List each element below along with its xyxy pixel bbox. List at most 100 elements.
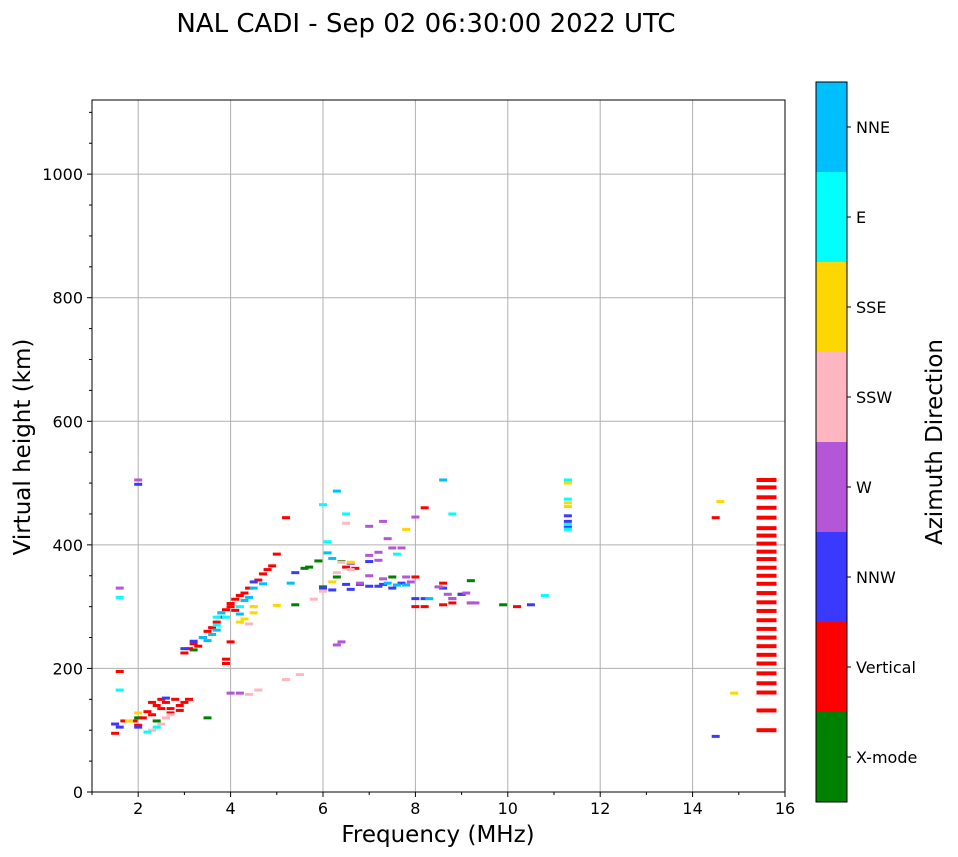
data-point [115, 586, 124, 590]
data-point [319, 589, 327, 593]
data-point [756, 573, 777, 578]
data-point [756, 565, 777, 570]
data-point [189, 648, 198, 652]
colorbar-category-label: SSE [856, 298, 886, 317]
data-point [411, 515, 420, 519]
data-point [756, 708, 777, 713]
colorbar-frame [815, 81, 848, 803]
data-point [383, 537, 392, 541]
colorbar-segment [816, 622, 847, 712]
y-tick-label: 800 [52, 289, 83, 308]
data-point [134, 725, 143, 729]
data-point [124, 719, 133, 723]
data-point [402, 527, 411, 531]
data-point [374, 550, 383, 554]
data-point [332, 575, 341, 579]
data-point [194, 644, 203, 648]
data-point [756, 618, 777, 623]
data-point [240, 591, 249, 595]
data-point [365, 524, 374, 528]
data-point [157, 707, 166, 711]
data-point [212, 623, 221, 627]
data-point [365, 584, 374, 588]
data-point [756, 505, 777, 510]
data-point [756, 690, 777, 695]
data-point [245, 595, 254, 599]
colorbar-segment [816, 352, 847, 442]
colorbar-category-label: NNW [856, 568, 896, 587]
data-point [221, 608, 230, 612]
data-point [152, 719, 161, 723]
grid-lines [92, 100, 785, 792]
data-point [161, 696, 170, 700]
data-point [716, 500, 725, 504]
data-point [180, 700, 189, 704]
chart-title: NAL CADI - Sep 02 06:30:00 2022 UTC [176, 9, 675, 39]
data-point [439, 586, 448, 590]
data-point [235, 620, 244, 624]
data-point [175, 708, 184, 712]
data-point [245, 622, 254, 626]
data-point [148, 700, 157, 704]
data-point [134, 482, 143, 486]
data-point [120, 719, 129, 723]
data-point [711, 516, 720, 520]
y-tick-label: 0 [73, 783, 83, 802]
data-point [203, 629, 212, 633]
colorbar-segment [816, 532, 847, 622]
data-point [756, 495, 777, 500]
data-point [411, 605, 420, 609]
x-tick-label: 2 [133, 799, 143, 818]
data-point [563, 522, 572, 526]
data-point [756, 591, 777, 596]
data-point [291, 571, 300, 575]
x-tick-label: 12 [590, 799, 610, 818]
data-point [756, 608, 777, 613]
data-point [448, 512, 457, 516]
data-point [208, 632, 217, 636]
data-point [499, 603, 508, 607]
data-point [171, 697, 180, 701]
data-point [305, 565, 314, 569]
data-point [563, 524, 572, 528]
data-point [226, 605, 235, 609]
data-point [198, 636, 207, 640]
data-point [282, 516, 291, 520]
data-point [365, 574, 374, 578]
data-point [180, 647, 189, 651]
data-point [346, 568, 355, 572]
data-point [448, 597, 457, 601]
data-point [231, 608, 240, 612]
data-point [443, 592, 452, 596]
data-point [756, 600, 777, 605]
data-point [420, 597, 429, 601]
data-point [180, 651, 189, 655]
data-point [185, 647, 194, 651]
data-point [152, 725, 161, 729]
data-point [563, 481, 572, 485]
data-point [189, 642, 198, 646]
colorbar-category-label: Vertical [856, 658, 916, 677]
data-point [249, 586, 258, 590]
data-point [143, 730, 152, 734]
data-point [379, 582, 388, 586]
data-point [115, 688, 124, 692]
data-point [254, 578, 263, 582]
data-point [240, 617, 249, 621]
data-point [397, 546, 406, 550]
colorbar-segment [816, 82, 847, 172]
data-point [157, 697, 166, 701]
data-point [226, 691, 235, 695]
data-point [291, 603, 300, 607]
data-point [756, 526, 777, 531]
data-point [411, 597, 420, 601]
colorbar-segment [816, 442, 847, 532]
data-point [540, 594, 549, 598]
colorbar-segment [816, 172, 847, 262]
data-point [134, 478, 143, 482]
x-tick-label: 6 [318, 799, 328, 818]
colorbar-segment [816, 262, 847, 352]
x-tick-label: 10 [498, 799, 518, 818]
data-point [420, 605, 429, 609]
